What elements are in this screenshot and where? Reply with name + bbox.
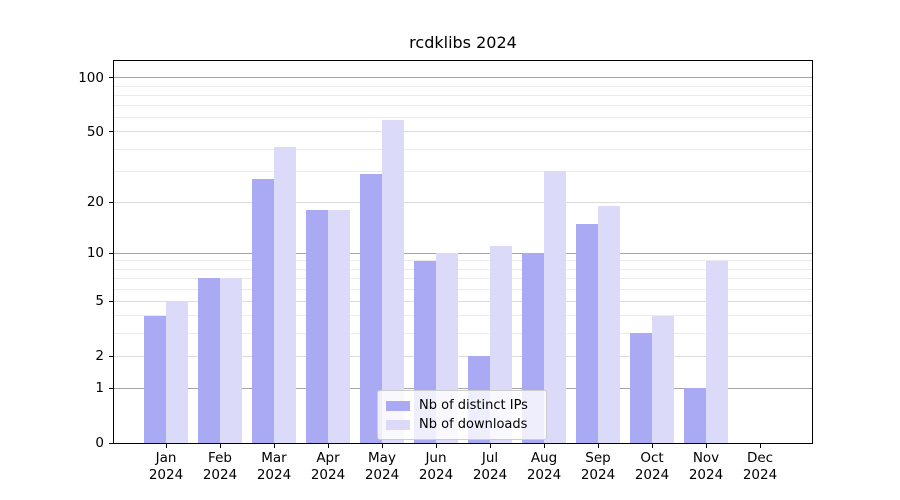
x-tick-mark-sep bbox=[597, 444, 599, 448]
bar-downloads-oct bbox=[652, 315, 674, 443]
x-tick-mark-feb bbox=[219, 444, 221, 448]
gridline-minor-3 bbox=[114, 332, 812, 334]
bar-downloads-may bbox=[382, 120, 404, 443]
legend-swatch-distinct-ips bbox=[386, 400, 410, 411]
gridline-minor-80 bbox=[114, 94, 812, 96]
x-tick-label-jul: Jul 2024 bbox=[472, 450, 508, 483]
bar-downloads-nov bbox=[706, 260, 728, 443]
x-tick-mark-oct bbox=[651, 444, 653, 448]
gridline-2 bbox=[114, 355, 812, 357]
x-tick-label-mar: Mar 2024 bbox=[256, 450, 292, 483]
bar-distinct-ips-nov bbox=[684, 388, 706, 443]
y-tick-label-2: 2 bbox=[95, 348, 104, 365]
bar-downloads-apr bbox=[328, 210, 350, 443]
x-tick-mark-may bbox=[381, 444, 383, 448]
x-tick-mark-apr bbox=[327, 444, 329, 448]
gridline-major-100 bbox=[114, 77, 812, 79]
legend-item-downloads: Nb of downloads bbox=[386, 415, 538, 434]
y-tick-label-0: 0 bbox=[95, 435, 104, 451]
x-tick-mark-aug bbox=[543, 444, 545, 448]
x-tick-mark-mar bbox=[273, 444, 275, 448]
x-tick-label-oct: Oct 2024 bbox=[634, 450, 670, 483]
x-tick-label-dec: Dec 2024 bbox=[742, 450, 778, 483]
x-tick-label-feb: Feb 2024 bbox=[202, 450, 238, 483]
x-tick-mark-dec bbox=[759, 444, 761, 448]
y-tick-label-1: 1 bbox=[95, 380, 104, 397]
y-tick-mark-2 bbox=[109, 355, 114, 357]
bar-downloads-aug bbox=[544, 171, 566, 443]
y-tick-label-10: 10 bbox=[86, 245, 104, 262]
gridline-minor-9 bbox=[114, 260, 812, 262]
gridline-minor-8 bbox=[114, 268, 812, 270]
y-tick-mark-100 bbox=[109, 77, 114, 79]
y-tick-mark-0 bbox=[109, 442, 114, 444]
x-tick-label-aug: Aug 2024 bbox=[526, 450, 562, 483]
bar-distinct-ips-mar bbox=[252, 179, 274, 443]
legend: Nb of distinct IPs Nb of downloads bbox=[377, 390, 547, 440]
bar-distinct-ips-apr bbox=[306, 210, 328, 443]
gridline-major-10 bbox=[114, 252, 812, 254]
gridline-minor-4 bbox=[114, 315, 812, 317]
x-tick-label-may: May 2024 bbox=[364, 450, 400, 483]
legend-item-distinct-ips: Nb of distinct IPs bbox=[386, 396, 538, 415]
legend-label-distinct-ips: Nb of distinct IPs bbox=[419, 398, 528, 413]
gridline-20 bbox=[114, 201, 812, 203]
bar-distinct-ips-may bbox=[360, 173, 382, 443]
y-tick-mark-50 bbox=[109, 131, 114, 133]
plot-area bbox=[114, 61, 812, 443]
x-tick-label-jan: Jan 2024 bbox=[148, 450, 184, 483]
legend-label-downloads: Nb of downloads bbox=[419, 417, 528, 432]
bar-downloads-jan bbox=[166, 301, 188, 443]
x-tick-mark-jun bbox=[435, 444, 437, 448]
y-tick-mark-5 bbox=[109, 300, 114, 302]
legend-swatch-downloads bbox=[386, 419, 410, 430]
gridline-major-1 bbox=[114, 387, 812, 389]
gridline-5 bbox=[114, 300, 812, 302]
y-tick-label-50: 50 bbox=[86, 123, 104, 140]
gridline-minor-70 bbox=[114, 105, 812, 107]
y-tick-label-100: 100 bbox=[78, 69, 104, 86]
bar-downloads-sep bbox=[598, 206, 620, 443]
gridline-minor-90 bbox=[114, 85, 812, 87]
y-tick-mark-20 bbox=[109, 201, 114, 203]
x-tick-label-jun: Jun 2024 bbox=[418, 450, 454, 483]
bar-distinct-ips-oct bbox=[630, 333, 652, 443]
x-tick-label-sep: Sep 2024 bbox=[580, 450, 616, 483]
gridline-minor-6 bbox=[114, 288, 812, 290]
x-tick-label-nov: Nov 2024 bbox=[688, 450, 724, 483]
gridline-50 bbox=[114, 131, 812, 133]
gridline-minor-60 bbox=[114, 117, 812, 119]
chart-title: rcdklibs 2024 bbox=[409, 33, 517, 52]
bar-distinct-ips-jan bbox=[144, 315, 166, 443]
y-tick-mark-1 bbox=[109, 387, 114, 389]
bar-downloads-mar bbox=[274, 147, 296, 443]
bar-downloads-feb bbox=[220, 278, 242, 443]
gridline-minor-30 bbox=[114, 170, 812, 172]
x-tick-mark-jul bbox=[489, 444, 491, 448]
x-tick-label-apr: Apr 2024 bbox=[310, 450, 346, 483]
gridline-minor-40 bbox=[114, 148, 812, 150]
y-tick-mark-10 bbox=[109, 252, 114, 254]
x-tick-mark-nov bbox=[705, 444, 707, 448]
x-tick-mark-jan bbox=[165, 444, 167, 448]
y-tick-label-5: 5 bbox=[95, 293, 104, 310]
bar-distinct-ips-sep bbox=[576, 223, 598, 443]
gridline-minor-7 bbox=[114, 277, 812, 279]
bar-distinct-ips-feb bbox=[198, 278, 220, 443]
y-tick-label-20: 20 bbox=[86, 194, 104, 211]
